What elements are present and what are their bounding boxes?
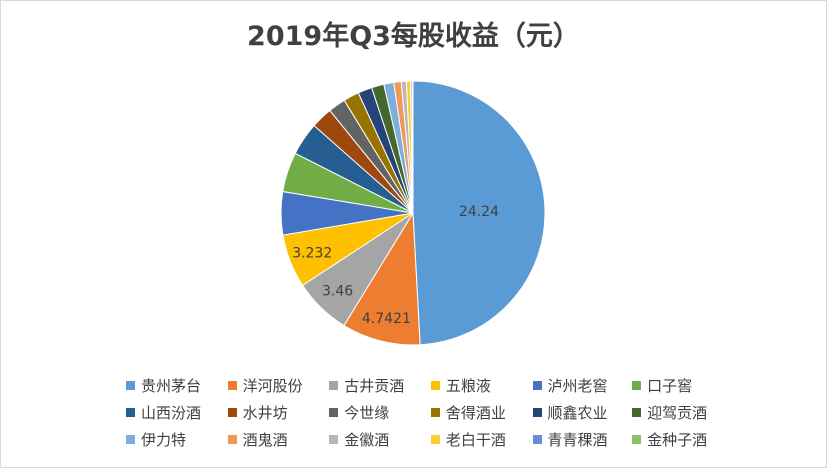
legend-swatch xyxy=(430,435,440,444)
legend-item: 山西汾酒 xyxy=(126,402,228,423)
legend-label: 金徽酒 xyxy=(344,431,390,449)
legend-swatch xyxy=(227,435,237,444)
legend-item: 贵州茅台 xyxy=(126,375,228,396)
legend-swatch xyxy=(126,408,135,417)
legend-swatch xyxy=(430,381,440,390)
legend-label: 老白干酒 xyxy=(445,431,506,449)
legend-swatch xyxy=(126,381,135,390)
chart-title: 2019年Q3每股收益（元） xyxy=(247,21,580,52)
legend-label: 泸州老窖 xyxy=(547,377,608,395)
legend-label: 口子窖 xyxy=(647,377,693,395)
legend-item: 五粮液 xyxy=(430,375,533,396)
legend-swatch xyxy=(632,381,642,390)
pie-slice-17 xyxy=(411,80,414,214)
legend-item: 洋河股份 xyxy=(227,375,330,396)
legend-label: 青青稞酒 xyxy=(547,431,608,449)
pie-slice-1 xyxy=(343,211,421,346)
legend-item: 金种子酒 xyxy=(632,429,726,450)
legend-item: 泸州老窖 xyxy=(532,375,633,396)
legend-label: 洋河股份 xyxy=(242,377,303,395)
legend-swatch xyxy=(532,435,542,444)
legend-label: 古井贡酒 xyxy=(344,377,405,395)
legend-item: 青青稞酒 xyxy=(532,429,633,450)
legend-item: 金徽酒 xyxy=(329,429,431,450)
pie-slices xyxy=(280,80,546,346)
legend-item: 迎驾贡酒 xyxy=(632,402,726,423)
legend-row: 伊力特 酒鬼酒 金徽酒 老白干酒 青青稞酒 金种子酒 xyxy=(126,426,726,453)
legend-item: 古井贡酒 xyxy=(329,375,431,396)
legend-swatch xyxy=(329,381,339,390)
legend-swatch xyxy=(329,408,339,417)
chart-legend: 贵州茅台 洋河股份 古井贡酒 五粮液 泸州老窖 口子窖山西汾酒 水井坊 今世缘 舍得酒业 顺鑫农业… xyxy=(126,372,726,453)
legend-label: 顺鑫农业 xyxy=(547,404,608,422)
legend-swatch xyxy=(632,435,642,444)
legend-swatch xyxy=(532,408,542,417)
legend-item: 顺鑫农业 xyxy=(532,402,633,423)
legend-label: 舍得酒业 xyxy=(445,404,506,422)
legend-item: 水井坊 xyxy=(227,402,330,423)
legend-label: 迎驾贡酒 xyxy=(647,404,708,422)
legend-swatch xyxy=(126,435,135,444)
legend-label: 今世缘 xyxy=(344,404,390,422)
legend-row: 山西汾酒 水井坊 今世缘 舍得酒业 顺鑫农业 迎驾贡酒 xyxy=(126,399,726,426)
legend-item: 伊力特 xyxy=(126,429,228,450)
legend-item: 口子窖 xyxy=(632,375,726,396)
legend-swatch xyxy=(632,408,642,417)
legend-row: 贵州茅台 洋河股份 古井贡酒 五粮液 泸州老窖 口子窖 xyxy=(126,372,726,399)
pie-slice-0 xyxy=(412,80,546,346)
data-label-3: 3.232 xyxy=(292,246,332,262)
legend-item: 酒鬼酒 xyxy=(227,429,330,450)
pie-data-labels: 24.24 4.7421 3.46 3.232 xyxy=(292,204,499,327)
data-label-1: 4.7421 xyxy=(362,311,411,327)
legend-label: 山西汾酒 xyxy=(141,404,202,422)
legend-label: 酒鬼酒 xyxy=(242,431,288,449)
legend-swatch xyxy=(329,435,339,444)
legend-item: 老白干酒 xyxy=(430,429,533,450)
legend-label: 贵州茅台 xyxy=(141,377,202,395)
legend-label: 水井坊 xyxy=(242,404,288,422)
legend-label: 伊力特 xyxy=(141,431,187,449)
legend-item: 今世缘 xyxy=(329,402,431,423)
legend-swatch xyxy=(227,381,237,390)
legend-swatch xyxy=(532,381,542,390)
data-label-0: 24.24 xyxy=(459,204,499,220)
legend-swatch xyxy=(430,408,440,417)
legend-label: 五粮液 xyxy=(445,377,491,395)
data-label-2: 3.46 xyxy=(322,284,353,300)
legend-swatch xyxy=(227,408,237,417)
legend-item: 舍得酒业 xyxy=(430,402,533,423)
legend-label: 金种子酒 xyxy=(647,431,708,449)
